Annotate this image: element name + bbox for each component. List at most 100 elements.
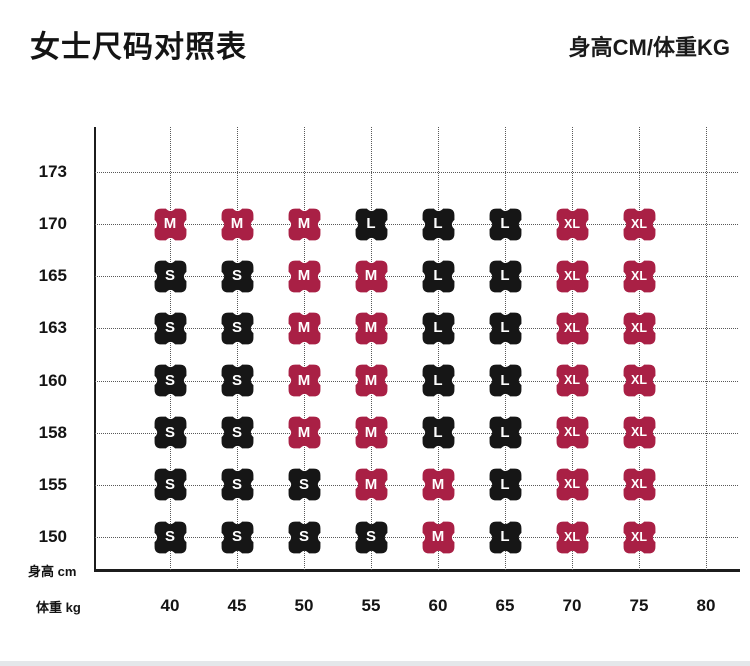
seal-shape-icon [288, 416, 320, 449]
size-badge: L [487, 310, 524, 347]
y-tick-label: 173 [38, 162, 67, 181]
seal-shape-icon [355, 208, 387, 241]
size-label: L [500, 475, 510, 493]
size-label: L [500, 528, 510, 545]
size-badge: XL [554, 362, 591, 399]
size-badge: XL [554, 414, 591, 451]
size-label: L [433, 267, 443, 285]
size-label: L [500, 319, 510, 337]
seal-shape-icon [556, 364, 588, 397]
seal-shape-icon [355, 416, 387, 449]
seal-shape-icon [288, 312, 320, 345]
size-badge: S [152, 414, 189, 451]
size-badge: L [487, 362, 524, 399]
size-label: M [364, 267, 378, 285]
size-badge: M [353, 258, 390, 295]
grid-line-vertical [505, 127, 506, 570]
seal-shape-icon [489, 260, 521, 293]
size-label: M [364, 475, 378, 493]
size-badge: S [219, 258, 256, 295]
size-label: S [164, 423, 175, 441]
size-label: M [163, 215, 177, 233]
size-badge: M [219, 206, 256, 243]
grid-line-vertical [304, 127, 305, 570]
size-label: S [231, 528, 242, 545]
size-label: S [231, 475, 242, 493]
seal-shape-icon [489, 312, 521, 345]
seal-shape-icon [221, 260, 253, 293]
y-axis-unit-label: 身高 cm [28, 564, 77, 579]
seal-shape-icon [623, 416, 655, 449]
size-label: L [500, 267, 510, 285]
grid-line-horizontal [95, 224, 738, 226]
size-label: L [433, 423, 443, 441]
seal-shape-icon [355, 521, 387, 553]
size-badge: S [219, 310, 256, 347]
x-tick-label: 45 [227, 596, 247, 615]
seal-shape-icon [623, 468, 655, 501]
seal-shape-icon [489, 364, 521, 397]
x-tick-label: 75 [629, 596, 649, 615]
size-label: XL [564, 529, 580, 544]
size-label: S [231, 371, 242, 389]
seal-shape-icon [489, 521, 521, 553]
size-label: L [433, 319, 443, 337]
x-axis-unit-label: 体重 kg [36, 600, 81, 615]
grid-line-horizontal [95, 328, 738, 330]
size-label: M [364, 371, 378, 389]
grid-line-vertical [438, 127, 439, 570]
size-badge: L [487, 206, 524, 243]
seal-shape-icon [221, 312, 253, 345]
grid-line-vertical [237, 127, 238, 570]
seal-shape-icon [623, 521, 655, 553]
size-label: M [364, 423, 378, 441]
size-badge: L [420, 362, 457, 399]
seal-shape-icon [556, 260, 588, 293]
size-badge: S [219, 414, 256, 451]
seal-shape-icon [221, 521, 253, 553]
size-badge: XL [554, 258, 591, 295]
size-badge: M [420, 466, 457, 503]
size-label: S [164, 475, 175, 493]
seal-shape-icon [422, 260, 454, 293]
grid-line-vertical [639, 127, 640, 570]
grid-line-vertical [371, 127, 372, 570]
x-tick-label: 50 [294, 596, 314, 615]
y-tick-label: 165 [38, 266, 67, 286]
seal-shape-icon [288, 468, 320, 501]
seal-shape-icon [288, 364, 320, 397]
seal-shape-icon [154, 364, 186, 397]
size-badge: S [152, 519, 189, 556]
y-tick-label: 170 [38, 214, 67, 234]
x-tick-label: 65 [495, 596, 515, 615]
y-tick-label: 155 [38, 474, 67, 494]
grid-line-horizontal [95, 380, 738, 382]
units-header-label: 身高CM/体重KG [568, 35, 730, 60]
size-label: M [364, 319, 378, 337]
size-label: M [297, 371, 311, 389]
seal-shape-icon [556, 521, 588, 553]
x-axis-line [94, 569, 740, 572]
size-label: XL [631, 477, 647, 492]
size-label: XL [631, 373, 647, 388]
size-label: M [297, 423, 311, 441]
size-badge: S [286, 519, 323, 556]
size-label: M [297, 267, 311, 285]
seal-shape-icon [422, 208, 454, 241]
size-label: S [231, 267, 242, 285]
size-badge: L [487, 519, 524, 556]
size-badge: S [286, 466, 323, 503]
seal-shape-icon [355, 364, 387, 397]
size-badge: S [152, 310, 189, 347]
size-label: M [431, 528, 445, 545]
size-label: S [365, 528, 376, 545]
seal-shape-icon [154, 312, 186, 345]
size-badge: XL [554, 206, 591, 243]
size-label: XL [564, 477, 580, 492]
size-badge: L [420, 310, 457, 347]
size-badge: M [286, 310, 323, 347]
size-badge: XL [621, 258, 658, 295]
seal-shape-icon [355, 260, 387, 293]
size-label: S [164, 371, 175, 389]
